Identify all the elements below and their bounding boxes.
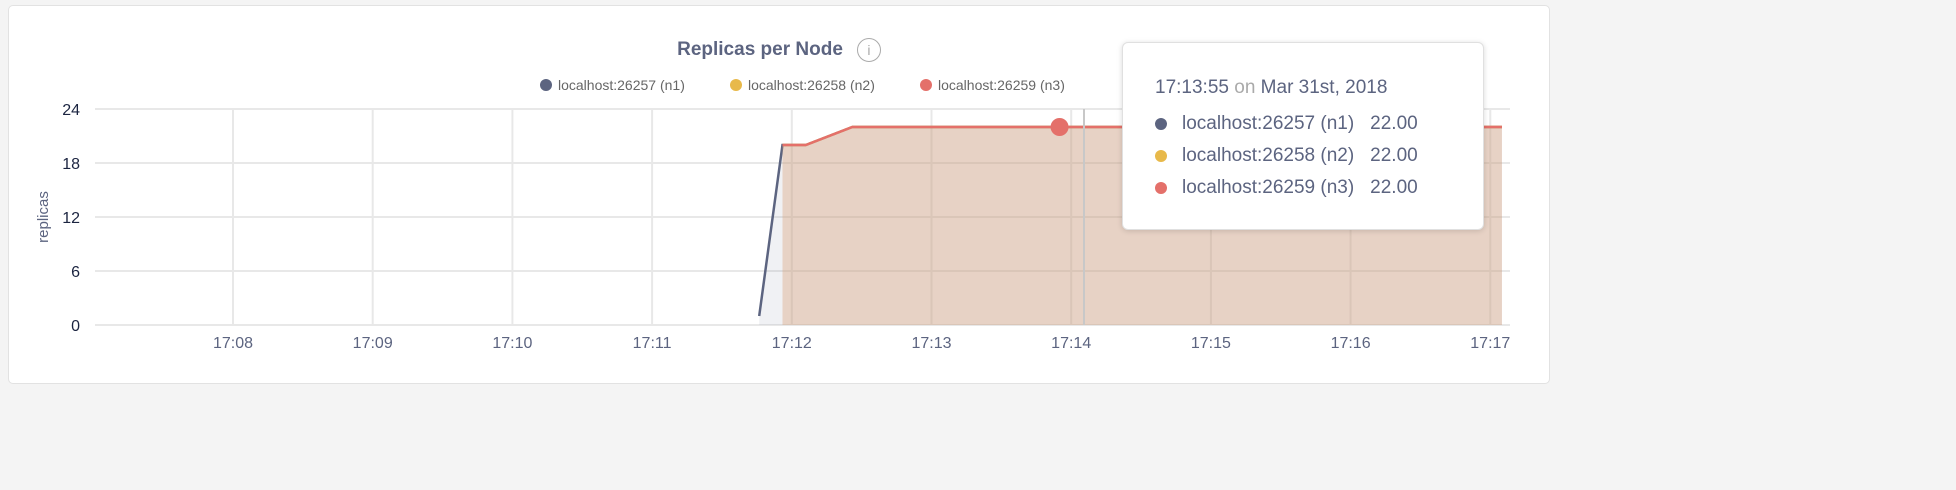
x-tick-label: 17:15 — [1191, 335, 1231, 352]
legend-label: localhost:26258 (n2) — [748, 77, 875, 93]
legend-label: localhost:26259 (n3) — [938, 77, 1065, 93]
legend-label: localhost:26257 (n1) — [558, 77, 685, 93]
info-icon[interactable]: i — [856, 38, 881, 62]
y-tick-label: 18 — [62, 156, 80, 173]
series-dot-icon — [1155, 182, 1167, 194]
tooltip-label: localhost:26258 (n2) — [1182, 145, 1355, 166]
y-tick-label: 12 — [62, 210, 80, 227]
x-tick-label: 17:17 — [1470, 335, 1510, 352]
x-tick-label: 17:16 — [1331, 335, 1371, 352]
tooltip: 17:13:55 on Mar 31st, 2018 localhost:262… — [1122, 42, 1484, 230]
tooltip-on: on — [1234, 77, 1256, 98]
hover-point — [1050, 118, 1069, 136]
y-tick-label: 0 — [71, 318, 80, 335]
chart-title: Replicas per Node — [677, 39, 843, 61]
tooltip-value: 22.00 — [1370, 177, 1418, 198]
x-tick-label: 17:09 — [353, 335, 393, 352]
tooltip-row: localhost:26257 (n1) 22.00 — [1155, 113, 1418, 135]
tooltip-value: 22.00 — [1370, 113, 1418, 134]
tooltip-label: localhost:26259 (n3) — [1182, 177, 1355, 198]
x-tick-label: 17:14 — [1051, 335, 1091, 352]
y-tick-label: 24 — [62, 102, 80, 119]
legend-dot-icon — [540, 79, 552, 91]
tooltip-label: localhost:26257 (n1) — [1182, 113, 1355, 134]
legend-dot-icon — [920, 79, 932, 91]
tooltip-header: 17:13:55 on Mar 31st, 2018 — [1155, 77, 1387, 99]
tooltip-value: 22.00 — [1370, 145, 1418, 166]
series-dot-icon — [1155, 150, 1167, 162]
series-dot-icon — [1155, 118, 1167, 130]
x-tick-label: 17:10 — [492, 335, 532, 352]
x-tick-label: 17:08 — [213, 335, 253, 352]
chart-title-wrap: Replicas per Node i — [9, 38, 1549, 62]
tooltip-row: localhost:26258 (n2) 22.00 — [1155, 145, 1418, 167]
y-axis-label: replicas — [35, 191, 52, 243]
legend-dot-icon — [730, 79, 742, 91]
tooltip-row: localhost:26259 (n3) 22.00 — [1155, 177, 1418, 199]
tooltip-time: 17:13:55 — [1155, 77, 1229, 98]
x-tick-label: 17:13 — [911, 335, 951, 352]
x-tick-label: 17:12 — [772, 335, 812, 352]
x-tick-label: 17:11 — [633, 335, 672, 352]
tooltip-date: Mar 31st, 2018 — [1260, 77, 1388, 98]
y-tick-label: 6 — [71, 264, 80, 281]
